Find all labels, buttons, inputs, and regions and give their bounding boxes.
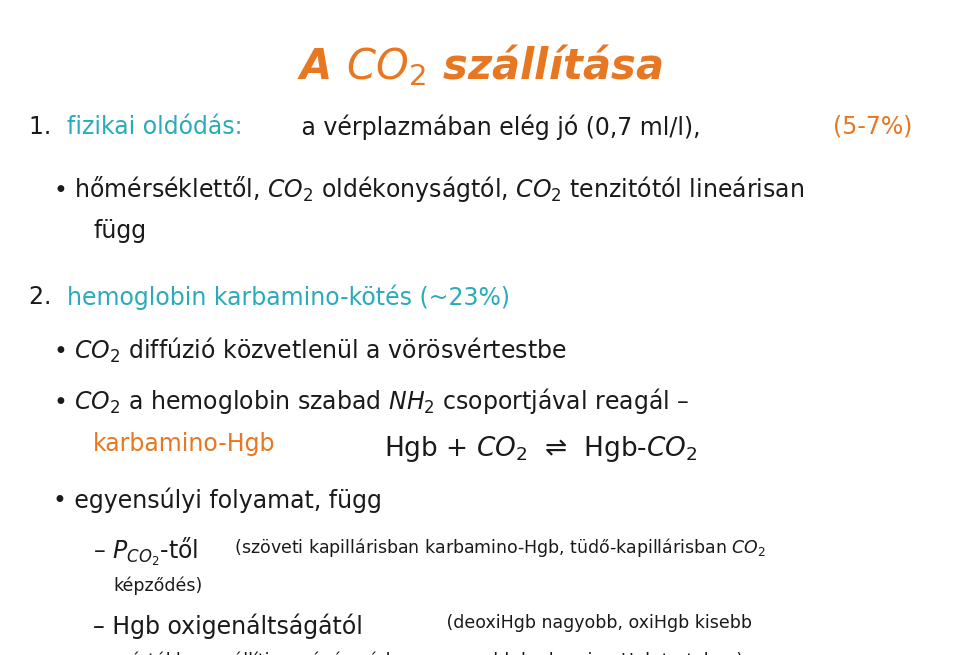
Text: • hőmérséklettől, $CO_2$ oldékonyságtól, $CO_2$ tenzitótól lineárisan: • hőmérséklettől, $CO_2$ oldékonyságtól,… xyxy=(53,174,804,204)
Text: • $CO_2$ a hemoglobin szabad $NH_2$ csoportjával reagál –: • $CO_2$ a hemoglobin szabad $NH_2$ csop… xyxy=(53,386,689,417)
Text: fizikai oldódás:: fizikai oldódás: xyxy=(67,115,243,139)
Text: A $CO_2$ szállítása: A $CO_2$ szállítása xyxy=(296,43,663,88)
Text: – $P_{CO_2}$-től: – $P_{CO_2}$-től xyxy=(93,536,199,568)
Text: • egyensúlyi folyamat, függ: • egyensúlyi folyamat, függ xyxy=(53,488,382,514)
Text: hemoglobin karbamino-kötés (~23%): hemoglobin karbamino-kötés (~23%) xyxy=(67,285,510,310)
Text: függ: függ xyxy=(93,219,146,244)
Text: 2.: 2. xyxy=(29,285,58,309)
Text: a vérplazmában elég jó (0,7 ml/l),: a vérplazmában elég jó (0,7 ml/l), xyxy=(293,115,700,140)
Text: képződés): képződés) xyxy=(113,576,202,595)
Text: – Hgb oxigenáltságától: – Hgb oxigenáltságától xyxy=(93,614,363,639)
Text: (deoxiHgb nagyobb, oxiHgb kisebb: (deoxiHgb nagyobb, oxiHgb kisebb xyxy=(441,614,752,631)
Text: (5-7%): (5-7%) xyxy=(818,115,913,139)
Text: Hgb + $CO_2$  ⇌  Hgb-$CO_2$: Hgb + $CO_2$ ⇌ Hgb-$CO_2$ xyxy=(384,434,697,464)
Text: • $CO_2$ diffúzió közvetlenül a vörösvértestbe: • $CO_2$ diffúzió közvetlenül a vörösvér… xyxy=(53,336,566,365)
Text: mértékben szállítja – vénás vérben magasabb karbamino-Hgb tartalom): mértékben szállítja – vénás vérben magas… xyxy=(113,652,743,655)
Text: karbamino-Hgb: karbamino-Hgb xyxy=(93,432,275,457)
Text: 1.: 1. xyxy=(29,115,58,139)
Text: (szöveti kapillárisban karbamino-Hgb, tüdő-kapillárisban $CO_2$: (szöveti kapillárisban karbamino-Hgb, tü… xyxy=(229,536,766,559)
